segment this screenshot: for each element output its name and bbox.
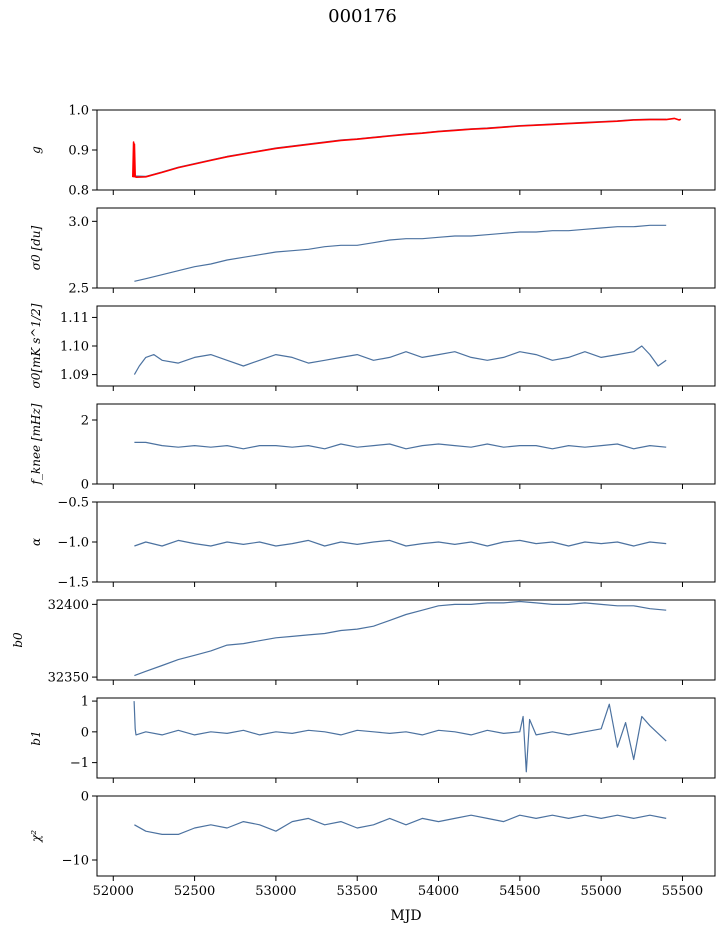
series-line-1 — [134, 600, 667, 677]
axes-frame — [96, 599, 716, 681]
y-tick-label: 0 — [81, 725, 89, 740]
y-tick-label: 2.5 — [68, 282, 89, 297]
axes-frame — [96, 109, 716, 191]
y-tick-label: 0 — [81, 478, 89, 493]
series-line-1 — [134, 814, 667, 836]
y-tick-label: −0.5 — [57, 496, 89, 511]
y-tick-label: 1.09 — [60, 368, 89, 383]
y-tick-label: 0.9 — [68, 144, 89, 159]
x-tick-label: 55000 — [580, 884, 621, 899]
x-tick-label: 52500 — [174, 884, 215, 899]
y-tick-label: −1.0 — [57, 536, 89, 551]
axes-frame — [96, 207, 716, 289]
y-tick-label: 1 — [81, 695, 89, 710]
y-tick-label: 2 — [81, 414, 89, 429]
series-line-1 — [134, 224, 667, 282]
series-line-1 — [134, 539, 667, 547]
subplot-6: 32400 32350 b0 — [11, 598, 716, 686]
y-tick-label: 1.11 — [60, 311, 89, 326]
y-tick-label: 0.8 — [68, 184, 89, 199]
x-tick-label: 53500 — [337, 884, 378, 899]
y-axis-label: σ0[mK s^1/2] — [29, 303, 43, 388]
subplot-7: 1 0 −1 b1 — [29, 695, 716, 783]
axes-frame — [96, 403, 716, 485]
y-axis-label: b1 — [29, 730, 43, 745]
y-tick-label: 1.10 — [60, 340, 89, 355]
series-line-1 — [133, 701, 667, 773]
y-axis-label: α — [29, 538, 43, 546]
subplot-5: −0.5 −1.0 −1.5 α — [29, 496, 716, 591]
y-tick-label: 0 — [81, 790, 89, 805]
axes-frame — [96, 501, 716, 583]
x-tick-label: 52000 — [93, 884, 134, 899]
y-tick-label: 1.0 — [68, 104, 89, 119]
series-line-1 — [133, 345, 667, 375]
y-axis-label: σ0 [du] — [29, 225, 43, 270]
subplot-4: 2 0 f_knee [mHz] — [29, 403, 716, 493]
x-tick-label: 55500 — [662, 884, 703, 899]
axes-frame — [96, 795, 716, 877]
y-axis-label: f_knee [mHz] — [29, 403, 43, 485]
y-tick-label: 32400 — [48, 598, 89, 613]
y-axis-label: χ² — [29, 830, 43, 843]
x-tick-label: 54000 — [418, 884, 459, 899]
y-tick-label: 32350 — [48, 671, 89, 686]
x-tick-label: 53000 — [255, 884, 296, 899]
series-line-2 — [132, 117, 682, 178]
x-axis-label: MJD — [390, 908, 422, 924]
y-tick-label: 3.0 — [68, 215, 89, 230]
y-tick-label: −1.5 — [57, 576, 89, 591]
axes-frame — [96, 697, 716, 779]
subplot-3: 1.11 1.10 1.09 σ0[mK s^1/2] — [29, 303, 716, 391]
x-tick-label: 54500 — [499, 884, 540, 899]
y-axis-label: g — [29, 146, 43, 154]
series-line-1 — [134, 118, 667, 177]
figure-title: 000176 — [328, 6, 397, 27]
subplot-1: 1.0 0.9 0.8 g — [29, 104, 716, 199]
series-line-1 — [134, 441, 667, 450]
y-tick-label: −1 — [70, 756, 89, 771]
y-tick-label: −10 — [62, 854, 89, 869]
axes-frame — [96, 305, 716, 387]
subplot-8: 0 −10 52000 52500 53000 53500 54000 54500 55000 5… — [29, 790, 716, 899]
subplot-2: 3.0 2.5 σ0 [du] — [29, 207, 716, 297]
y-axis-label: b0 — [11, 632, 25, 648]
